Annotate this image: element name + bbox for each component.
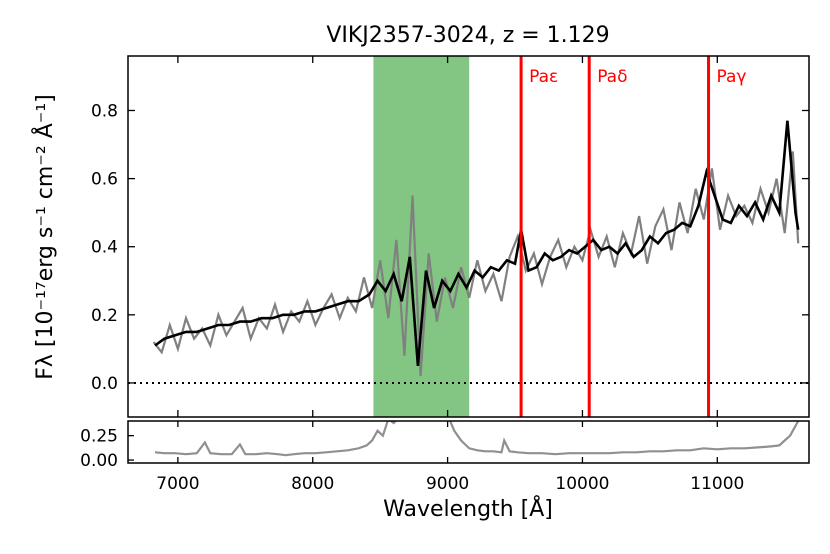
y-axis-ticks: 0.0 0.2 0.4 0.6 0.8 xyxy=(91,101,809,394)
y-tick-label-0.8: 0.8 xyxy=(91,101,118,121)
y-tick-label-0.2: 0.2 xyxy=(91,306,118,326)
x-tick-label-11000: 11000 xyxy=(690,474,744,494)
x-tick-label-10000: 10000 xyxy=(555,474,609,494)
pa-gamma-label: Paγ xyxy=(717,67,747,87)
pa-delta-label: Paδ xyxy=(597,67,627,87)
main-panel: Paε Paδ Paγ 0.0 0.2 0.4 0.6 0.8 xyxy=(91,55,810,418)
x-tick-label-8000: 8000 xyxy=(291,474,334,494)
y-tick-label-0.4: 0.4 xyxy=(91,238,118,258)
pa-epsilon-label: Paε xyxy=(529,67,558,87)
raw-spectrum-line xyxy=(152,151,800,377)
x-tick-label-9000: 9000 xyxy=(426,474,469,494)
y-tick-label-0.0: 0.0 xyxy=(91,374,118,394)
error-spectrum-line xyxy=(154,421,800,457)
error-y-tick-label-0.00: 0.00 xyxy=(80,451,118,471)
smoothed-spectrum-line xyxy=(154,120,800,367)
chart-title: VIKJ2357-3024, z = 1.129 xyxy=(326,23,609,48)
error-plot-frame xyxy=(127,420,810,464)
y-tick-label-0.6: 0.6 xyxy=(91,170,118,190)
main-plot-frame xyxy=(127,55,810,418)
error-y-tick-label-0.25: 0.25 xyxy=(80,427,118,447)
y-axis-label: Fλ [10⁻¹⁷erg s⁻¹ cm⁻² Å⁻¹] xyxy=(31,94,58,380)
x-tick-label-7000: 7000 xyxy=(156,474,199,494)
x-axis-label: Wavelength [Å] xyxy=(383,495,553,522)
x-axis-ticks: 7000 8000 9000 10000 11000 xyxy=(156,56,744,494)
error-panel: 0.00 0.25 xyxy=(80,420,810,471)
